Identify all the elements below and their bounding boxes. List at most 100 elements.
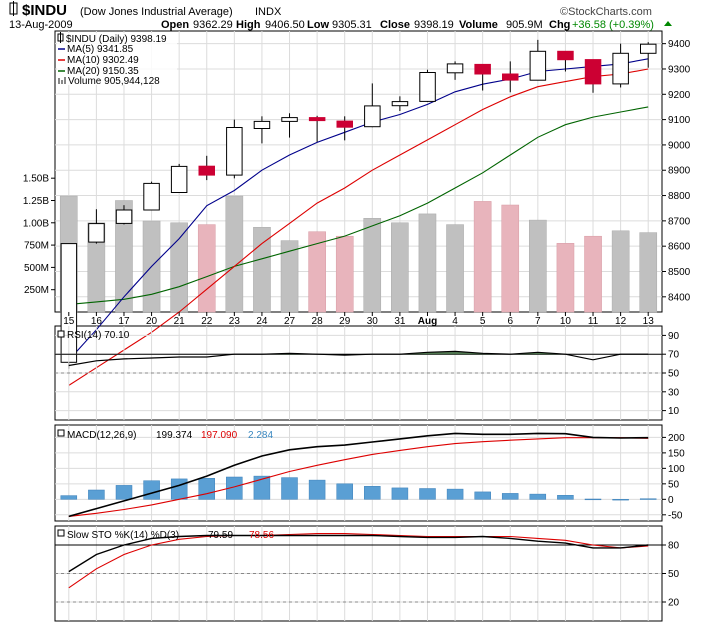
- candle: [88, 209, 105, 244]
- panel-tick-label: 50: [668, 569, 680, 580]
- chart-date: 13-Aug-2009: [9, 19, 73, 31]
- sto-label: Slow STO %K(14) %D(3): [67, 530, 179, 541]
- macd-histogram-bar: [281, 477, 298, 500]
- candle-body: [364, 105, 381, 128]
- candle-body: [336, 120, 353, 128]
- candle-body: [115, 209, 133, 224]
- date-tick-label: 16: [91, 316, 103, 327]
- date-tick-label: 22: [201, 316, 213, 327]
- sto-legend-icon: [57, 529, 65, 537]
- sto-legend: Slow STO %K(14) %D(3) 79.59 78.56: [57, 529, 274, 541]
- volume-bar: [225, 195, 244, 313]
- panel-tick-label: 50: [668, 479, 680, 490]
- candle: [253, 116, 271, 144]
- candle-body: [198, 165, 215, 176]
- date-tick-label: 20: [146, 316, 158, 327]
- candle: [143, 181, 160, 211]
- candle-body: [474, 63, 491, 75]
- price-tick-label: 8700: [668, 216, 691, 227]
- legend-ma10: MA(10) 9302.49: [67, 55, 139, 66]
- price-y-axis: 8400 8500 8600 8700 8800 8900 9000 9100 9200 9300…: [662, 39, 691, 303]
- macd-hist-value: 2.284: [248, 430, 273, 441]
- macd-histogram-bar: [226, 476, 243, 500]
- date-tick-label: 4: [452, 316, 458, 327]
- volume-tick-label: 1.25B: [23, 196, 49, 207]
- rsi-legend: RSI(14) 70.10: [57, 330, 130, 341]
- candle: [198, 155, 215, 181]
- date-tick-label: 5: [480, 316, 486, 327]
- volume-bar: [473, 201, 492, 313]
- panel-tick-label: 150: [668, 448, 685, 459]
- date-tick-label: 15: [63, 316, 75, 327]
- volume-bar: [418, 213, 437, 313]
- rsi-label: RSI(14) 70.10: [67, 330, 130, 341]
- volume-bar: [639, 232, 658, 313]
- volume-bar: [556, 243, 575, 313]
- macd-histogram-bar: [198, 478, 215, 500]
- panel-tick-label: 20: [668, 598, 680, 609]
- volume-tick-label: 250M: [24, 285, 49, 296]
- volume-bar: [170, 222, 188, 313]
- sto-marks: [55, 533, 662, 603]
- candle: [640, 42, 657, 68]
- candle: [281, 113, 298, 138]
- volume-tick-label: 750M: [24, 241, 49, 252]
- ma20-line: [68, 106, 649, 305]
- candle-body: [557, 50, 574, 61]
- macd-histogram-bar: [115, 485, 133, 500]
- volume-tick-label: 1.00B: [23, 218, 49, 229]
- volume-bar: [197, 224, 216, 313]
- price-tick-label: 9100: [668, 115, 691, 126]
- stock-chart-icon: [9, 1, 18, 16]
- candle-body: [170, 165, 188, 193]
- macd-histogram-bar: [474, 491, 491, 500]
- panel-tick-label: 10: [668, 406, 680, 417]
- price-tick-label: 8600: [668, 242, 691, 253]
- candle-body: [612, 52, 629, 85]
- volume-bar: [446, 224, 464, 313]
- macd-value: 199.374: [156, 430, 193, 441]
- macd-legend: MACD(12,26,9) 199.374 197.090 2.284: [57, 429, 273, 441]
- candle: [502, 61, 519, 93]
- macd-label: MACD(12,26,9): [67, 430, 136, 441]
- macd-histogram-bar: [88, 489, 105, 500]
- close-label: Close: [380, 19, 410, 31]
- chg-value: +36.58 (+0.39%): [572, 19, 654, 31]
- panel-tick-label: 80: [668, 541, 680, 552]
- date-tick-label: 28: [312, 316, 324, 327]
- date-tick-label: 17: [118, 316, 130, 327]
- price-tick-label: 8500: [668, 267, 691, 278]
- date-tick-label: 31: [394, 316, 406, 327]
- candle: [115, 205, 133, 225]
- brand-label: ©StockCharts.com: [560, 6, 652, 18]
- date-axis: 15 16 17 20 21 22 23 24 27 28 29 30 31 Aug 4 5 6 7 10 11 12 1…: [63, 312, 654, 327]
- legend-price: $INDU (Daily) 9398.19: [66, 34, 167, 45]
- candle: [474, 63, 491, 91]
- candle: [391, 96, 409, 111]
- chart-header: $INDU (Dow Jones Industrial Average) IND…: [9, 1, 672, 31]
- volume-bar: [335, 235, 354, 313]
- price-panel-frame: [54, 30, 663, 313]
- panel-tick-label: 30: [668, 387, 680, 398]
- close-value: 9398.19: [414, 19, 454, 31]
- candle: [584, 59, 602, 93]
- open-label: Open: [161, 19, 189, 31]
- macd-histogram-bar: [336, 483, 353, 500]
- macd-grid: -50 0 50 100 150 200: [55, 425, 685, 521]
- volume-bar: [501, 204, 520, 313]
- macd-line: [68, 432, 649, 518]
- macd-histogram-bar: [253, 475, 271, 500]
- sto-d-line: [68, 533, 649, 589]
- up-arrow-icon: [664, 21, 672, 26]
- volume-tick-label: 1.50B: [23, 174, 49, 185]
- volume-label: Volume: [459, 19, 498, 31]
- panel-tick-label: 0: [668, 495, 674, 506]
- price-legend: $INDU (Daily) 9398.19 MA(5) 9341.85 MA(1…: [57, 32, 177, 87]
- panel-tick-label: 90: [668, 331, 680, 342]
- panel-tick-label: 200: [668, 433, 685, 444]
- moving-average-lines: [68, 58, 649, 386]
- candles: [60, 39, 657, 369]
- exchange-label: INDX: [255, 6, 282, 18]
